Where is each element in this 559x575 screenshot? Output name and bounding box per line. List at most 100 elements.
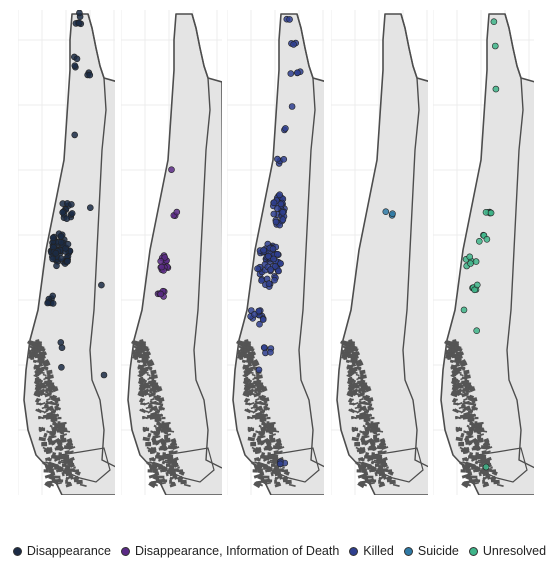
country-border xyxy=(163,447,215,483)
event-point xyxy=(71,62,79,69)
event-point xyxy=(483,236,491,243)
event-point xyxy=(389,210,396,217)
event-point xyxy=(64,240,72,248)
legend-label: Disappearance xyxy=(26,544,111,558)
coastal-islands xyxy=(340,339,400,489)
event-point xyxy=(57,238,65,246)
event-point xyxy=(58,363,65,371)
event-point xyxy=(75,19,83,27)
faceted-map xyxy=(18,10,534,495)
event-point xyxy=(64,258,71,265)
country-border xyxy=(476,447,528,483)
legend-item-suicide: Suicide xyxy=(403,544,459,558)
event-point xyxy=(100,371,108,379)
event-point xyxy=(475,238,483,245)
event-point xyxy=(472,258,480,265)
event-point xyxy=(161,254,169,261)
event-point xyxy=(57,255,65,262)
event-point xyxy=(71,131,78,139)
event-point xyxy=(272,218,280,226)
event-point xyxy=(63,215,71,222)
country-border xyxy=(504,13,534,469)
event-point xyxy=(59,209,66,216)
event-point xyxy=(267,348,274,356)
event-point xyxy=(492,42,499,50)
event-point xyxy=(274,205,281,212)
country-border xyxy=(191,13,222,469)
legend-label: Disappearance, Information of Death xyxy=(134,544,340,558)
event-point xyxy=(255,366,263,374)
legend-swatch xyxy=(12,546,22,556)
event-point xyxy=(276,460,284,468)
event-point xyxy=(290,41,297,48)
legend-swatch xyxy=(403,546,413,556)
map-panel-killed xyxy=(227,10,324,495)
event-point xyxy=(294,69,301,76)
legend-item-killed: Killed xyxy=(349,544,394,558)
event-point xyxy=(382,208,390,215)
country-border xyxy=(87,13,115,468)
event-point xyxy=(270,199,278,206)
event-point xyxy=(57,233,65,240)
event-point xyxy=(282,125,289,132)
event-point xyxy=(287,70,295,77)
event-point xyxy=(279,209,286,216)
event-point xyxy=(466,253,474,261)
event-point xyxy=(173,208,181,216)
legend-label: Unresolved xyxy=(482,544,547,558)
event-point xyxy=(490,18,498,26)
legend-label: Killed xyxy=(363,544,394,558)
event-point xyxy=(49,255,56,263)
event-point xyxy=(76,10,83,17)
event-point xyxy=(57,339,65,346)
event-point xyxy=(269,245,277,253)
event-point xyxy=(487,209,495,217)
event-point xyxy=(286,16,293,23)
event-point xyxy=(288,103,296,110)
country-border xyxy=(372,447,424,483)
event-point xyxy=(58,344,66,352)
legend-item-disappearance: Disappearance xyxy=(12,544,111,558)
event-point xyxy=(280,156,288,163)
country-border xyxy=(268,447,320,483)
event-point xyxy=(264,252,272,260)
legend-swatch xyxy=(468,546,478,556)
map-panel-disappearance-information-of-death xyxy=(121,10,222,495)
coastal-islands xyxy=(27,339,87,489)
country-land xyxy=(336,13,428,495)
event-point xyxy=(259,316,267,323)
event-point xyxy=(274,250,281,258)
legend-swatch xyxy=(120,546,130,556)
event-point xyxy=(256,320,263,328)
event-point xyxy=(258,277,265,284)
map-panel-suicide xyxy=(331,10,428,495)
coastal-islands xyxy=(444,339,504,489)
event-point xyxy=(471,286,478,294)
event-point xyxy=(158,263,166,271)
event-point xyxy=(265,280,273,287)
event-point xyxy=(168,166,175,173)
legend-label: Suicide xyxy=(417,544,459,558)
event-point xyxy=(157,257,165,265)
event-point xyxy=(482,463,490,471)
country-border xyxy=(400,13,428,468)
event-point xyxy=(98,281,105,289)
event-point xyxy=(260,246,267,254)
event-point xyxy=(270,255,277,263)
event-point xyxy=(68,210,76,217)
event-point xyxy=(275,267,282,275)
event-point xyxy=(279,216,287,223)
event-point xyxy=(251,310,258,318)
event-point xyxy=(473,281,481,289)
event-point xyxy=(73,55,81,63)
event-point xyxy=(49,234,57,242)
event-point xyxy=(460,306,468,314)
event-point xyxy=(276,191,283,198)
country-border xyxy=(59,447,111,483)
event-point xyxy=(53,262,60,270)
event-point xyxy=(277,260,284,267)
country-land xyxy=(127,13,222,495)
event-point xyxy=(68,201,75,208)
event-point xyxy=(157,290,165,298)
event-point xyxy=(86,71,94,79)
